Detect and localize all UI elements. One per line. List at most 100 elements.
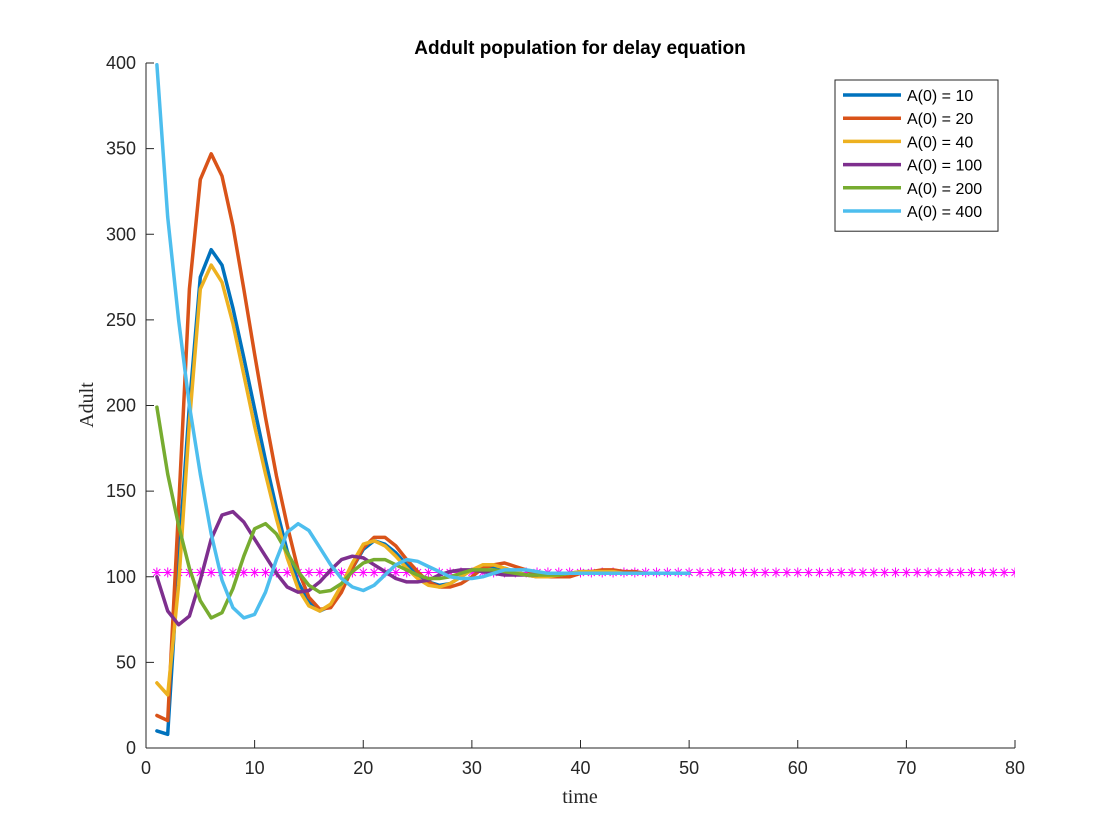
marker-stroke bbox=[902, 568, 911, 577]
equilibrium-marker bbox=[238, 567, 249, 578]
y-tick-label: 400 bbox=[106, 53, 136, 73]
y-tick-label: 50 bbox=[116, 652, 136, 672]
marker-stroke bbox=[989, 568, 998, 577]
equilibrium-marker bbox=[227, 567, 238, 578]
marker-stroke bbox=[793, 568, 802, 577]
equilibrium-marker bbox=[836, 567, 847, 578]
equilibrium-marker bbox=[162, 567, 173, 578]
legend-entry: A(0) = 100 bbox=[907, 158, 982, 175]
marker-stroke bbox=[250, 568, 259, 577]
marker-stroke bbox=[924, 568, 932, 577]
marker-stroke bbox=[706, 568, 715, 577]
x-tick-label: 80 bbox=[1005, 758, 1025, 778]
legend: A(0) = 10 A(0) = 20 A(0) = 40 A(0) = 100 A(0… bbox=[834, 79, 999, 232]
marker-stroke bbox=[1011, 571, 1015, 577]
marker-stroke bbox=[859, 568, 867, 577]
marker-stroke bbox=[370, 568, 378, 577]
equilibrium-marker bbox=[282, 567, 293, 578]
marker-stroke bbox=[163, 568, 172, 577]
equilibrium-marker bbox=[727, 567, 738, 578]
equilibrium-marker bbox=[206, 567, 217, 578]
marker-stroke bbox=[305, 568, 313, 577]
marker-stroke bbox=[761, 568, 770, 577]
marker-stroke bbox=[848, 568, 856, 577]
marker-stroke bbox=[239, 568, 248, 577]
x-axis-label: time bbox=[562, 786, 598, 808]
equilibrium-marker bbox=[825, 567, 836, 578]
marker-stroke bbox=[815, 568, 824, 577]
marker-stroke bbox=[696, 568, 704, 577]
equilibrium-marker bbox=[390, 567, 401, 578]
equilibrium-marker bbox=[260, 567, 271, 578]
legend-box bbox=[834, 79, 999, 232]
x-tick-label: 60 bbox=[788, 758, 808, 778]
y-tick-label: 150 bbox=[106, 481, 136, 501]
equilibrium-marker bbox=[944, 567, 955, 578]
x-tick-label: 40 bbox=[570, 758, 590, 778]
marker-stroke bbox=[315, 568, 324, 577]
equilibrium-marker bbox=[814, 567, 825, 578]
legend-entry: A(0) = 400 bbox=[907, 204, 982, 221]
marker-stroke bbox=[1011, 568, 1015, 574]
marker-stroke bbox=[750, 568, 759, 577]
marker-stroke bbox=[229, 568, 237, 577]
marker-stroke bbox=[967, 568, 976, 577]
y-axis-ticks: 0 50 100 150 200 250 300 350 400 bbox=[106, 53, 154, 758]
y-tick-label: 0 bbox=[126, 738, 136, 758]
y-tick-label: 200 bbox=[106, 396, 136, 416]
marker-stroke bbox=[717, 568, 726, 577]
marker-stroke bbox=[153, 568, 161, 577]
marker-stroke bbox=[804, 568, 813, 577]
x-tick-label: 20 bbox=[353, 758, 373, 778]
series-line-6 bbox=[155, 63, 691, 620]
marker-stroke bbox=[913, 568, 922, 577]
equilibrium-marker bbox=[803, 567, 814, 578]
marker-stroke bbox=[728, 568, 737, 577]
equilibrium-marker bbox=[303, 567, 314, 578]
equilibrium-marker bbox=[249, 567, 260, 578]
x-tick-label: 10 bbox=[245, 758, 265, 778]
equilibrium-marker bbox=[933, 567, 944, 578]
marker-stroke bbox=[978, 568, 987, 577]
equilibrium-marker bbox=[792, 567, 803, 578]
equilibrium-marker bbox=[868, 567, 879, 578]
equilibrium-marker bbox=[705, 567, 716, 578]
equilibrium-marker bbox=[847, 567, 858, 578]
legend-entry: A(0) = 20 bbox=[907, 111, 973, 128]
marker-stroke bbox=[826, 568, 835, 577]
marker-stroke bbox=[880, 568, 889, 577]
legend-entry: A(0) = 40 bbox=[907, 134, 973, 151]
chart-title: Addult population for delay equation bbox=[414, 38, 745, 59]
equilibrium-marker bbox=[716, 567, 727, 578]
marker-stroke bbox=[1000, 568, 1008, 577]
equilibrium-marker bbox=[1010, 567, 1015, 578]
marker-stroke bbox=[945, 568, 954, 577]
equilibrium-marker bbox=[923, 567, 934, 578]
marker-stroke bbox=[283, 568, 292, 577]
marker-stroke bbox=[261, 568, 270, 577]
equilibrium-marker bbox=[358, 567, 369, 578]
equilibrium-marker bbox=[879, 567, 890, 578]
x-tick-label: 0 bbox=[141, 758, 151, 778]
marker-stroke bbox=[837, 568, 846, 577]
equilibrium-marker bbox=[890, 567, 901, 578]
marker-stroke bbox=[869, 568, 878, 577]
x-tick-label: 70 bbox=[896, 758, 916, 778]
equilibrium-marker bbox=[781, 567, 792, 578]
equilibrium-marker bbox=[966, 567, 977, 578]
equilibrium-marker bbox=[771, 567, 782, 578]
y-tick-label: 100 bbox=[106, 567, 136, 587]
marker-stroke bbox=[891, 568, 900, 577]
equilibrium-marker bbox=[738, 567, 749, 578]
y-tick-label: 350 bbox=[106, 139, 136, 159]
equilibrium-marker bbox=[314, 567, 325, 578]
equilibrium-marker bbox=[369, 567, 380, 578]
equilibrium-marker bbox=[999, 567, 1010, 578]
equilibrium-marker bbox=[901, 567, 912, 578]
equilibrium-marker bbox=[694, 567, 705, 578]
equilibrium-marker bbox=[988, 567, 999, 578]
legend-entry: A(0) = 200 bbox=[907, 181, 982, 198]
equilibrium-marker bbox=[423, 567, 434, 578]
equilibrium-marker bbox=[749, 567, 760, 578]
